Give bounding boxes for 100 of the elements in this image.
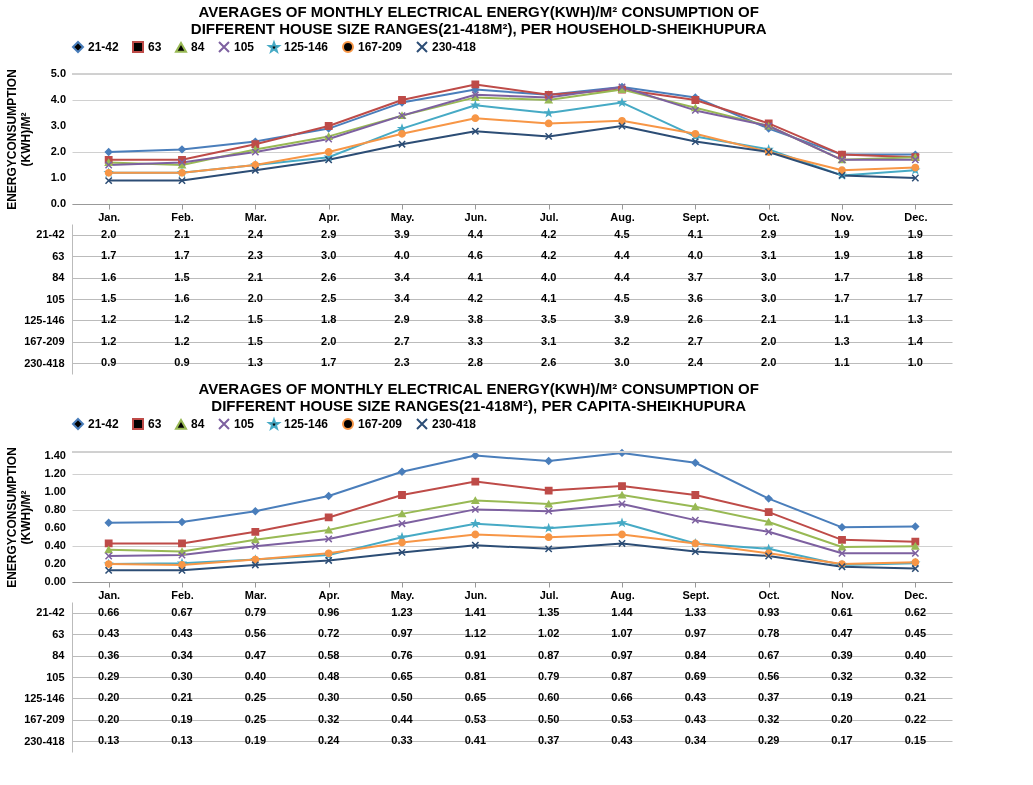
data-label: 0.20 xyxy=(831,712,853,725)
data-label: 0.32 xyxy=(317,712,340,725)
text: 21-42 xyxy=(36,606,65,619)
x-tick-label: Jul. xyxy=(539,210,559,223)
data-label: 0.15 xyxy=(904,734,927,747)
data-label: 0.34 xyxy=(684,734,707,747)
data-label: 1.0 xyxy=(907,356,923,369)
data-label: 3.4 xyxy=(394,292,411,304)
text: 84 xyxy=(52,271,65,284)
text: 125-146 xyxy=(24,313,65,326)
x-tick-label: May. xyxy=(390,588,415,601)
data-label: 0.65 xyxy=(391,670,413,682)
data-label: 0.32 xyxy=(831,670,853,682)
y-tick-label: 1.0 xyxy=(50,171,66,183)
y-tick-label: 3.0 xyxy=(50,119,66,131)
data-label: 3.0 xyxy=(761,270,777,283)
data-label: 1.5 xyxy=(174,270,190,283)
data-label: 1.3 xyxy=(834,334,850,347)
text: 230-418 xyxy=(24,734,65,747)
data-label: 1.7 xyxy=(321,356,337,369)
x-tick-label: Nov. xyxy=(830,210,855,223)
text: 167-209 xyxy=(24,713,65,726)
data-label: 0.84 xyxy=(684,648,707,661)
data-label: 0.66 xyxy=(97,605,120,618)
data-label: 2.7 xyxy=(394,334,410,347)
data-label: 2.4 xyxy=(687,356,704,369)
y-tick-label: 1.20 xyxy=(44,467,66,480)
data-label: 0.72 xyxy=(317,627,340,640)
data-label: 0.29 xyxy=(97,670,120,682)
data-label: 0.76 xyxy=(391,648,413,661)
data-label: 0.47 xyxy=(831,627,853,640)
legend-label: 21-42 xyxy=(88,417,120,431)
data-label: 2.3 xyxy=(247,249,263,262)
y-tick-label: 0.20 xyxy=(44,557,66,570)
data-label: 4.2 xyxy=(467,292,483,304)
data-label: 0.36 xyxy=(97,648,120,661)
data-label: 1.8 xyxy=(907,270,923,283)
data-label: 0.43 xyxy=(684,712,707,725)
legend-label: 84 xyxy=(191,417,205,432)
data-label: 0.66 xyxy=(611,691,633,704)
legend-label: 167-209 xyxy=(358,417,403,431)
data-label: 0.79 xyxy=(244,605,267,618)
x-tick-label: Jan. xyxy=(98,588,121,601)
data-label: 4.4 xyxy=(467,227,484,240)
data-label: 0.87 xyxy=(611,670,633,682)
data-label: 2.6 xyxy=(687,313,703,326)
x-tick-label: Apr. xyxy=(318,588,340,601)
y-tick-label: 0.60 xyxy=(44,521,66,534)
data-label: 0.67 xyxy=(757,648,780,661)
data-label: 3.7 xyxy=(687,270,703,283)
data-label: 0.97 xyxy=(684,627,707,640)
data-label: 2.9 xyxy=(394,313,410,326)
legend-label: 230-418 xyxy=(432,417,477,431)
text: 230-418 xyxy=(24,356,65,369)
data-label: 0.56 xyxy=(244,627,267,640)
data-label: 4.1 xyxy=(687,227,703,240)
legend-label: 125-146 xyxy=(284,417,329,432)
data-label: 0.43 xyxy=(611,734,633,747)
data-label: 1.7 xyxy=(907,292,923,304)
data-label: 2.0 xyxy=(247,292,263,304)
data-label: 0.34 xyxy=(171,648,194,661)
x-tick-label: Feb. xyxy=(171,588,194,601)
data-label: 0.61 xyxy=(831,605,853,618)
x-tick-label: Mar. xyxy=(244,210,267,223)
data-label: 3.6 xyxy=(687,292,703,304)
data-label: 0.53 xyxy=(464,712,487,725)
data-label: 0.91 xyxy=(464,648,487,661)
data-label: 1.6 xyxy=(101,270,117,283)
data-label: 0.58 xyxy=(317,648,340,661)
data-label: 4.1 xyxy=(467,270,483,283)
data-label: 0.37 xyxy=(757,691,780,704)
y-tick-label: 0.00 xyxy=(44,575,66,587)
data-label: 1.9 xyxy=(834,249,850,262)
y-tick-label: 0.40 xyxy=(44,539,66,552)
x-tick-label: Feb. xyxy=(171,210,194,223)
data-label: 0.19 xyxy=(171,712,193,725)
x-tick-label: Jun. xyxy=(464,588,488,601)
data-label: 1.1 xyxy=(834,313,850,326)
data-label: 4.4 xyxy=(614,249,631,262)
data-label: 2.0 xyxy=(101,227,117,240)
data-label: 3.3 xyxy=(467,334,483,347)
data-label: 1.7 xyxy=(101,249,117,262)
chart-title: AVERAGES OF MONTHLY ELECTRICAL ENERGY(KWH)/M² CONSUMPTION OF DIFFERENT HOUSE SIZE RANGES(21-418M²), PER HOUSEHOLD-SHEIKHUPURA xyxy=(190,3,767,37)
data-label: 2.5 xyxy=(321,292,337,304)
y-tick-label: 0.0 xyxy=(50,197,66,209)
data-label: 1.23 xyxy=(391,605,413,618)
x-tick-label: Sept. xyxy=(682,588,710,601)
x-tick-label: Aug. xyxy=(610,210,635,223)
legend-label: 125-146 xyxy=(284,40,329,55)
data-label: 0.30 xyxy=(317,691,340,704)
data-label: 0.32 xyxy=(757,712,780,725)
data-label: 0.24 xyxy=(317,734,341,747)
x-tick-label: Jan. xyxy=(98,210,121,223)
y-tick-label: 2.0 xyxy=(50,145,66,157)
legend-label: 105 xyxy=(234,417,255,431)
x-tick-label: Sept. xyxy=(682,210,710,223)
data-label: 4.2 xyxy=(541,227,557,240)
y-tick-label: 4.0 xyxy=(50,93,66,105)
data-label: 0.13 xyxy=(171,734,193,747)
data-label: 1.8 xyxy=(321,313,337,326)
